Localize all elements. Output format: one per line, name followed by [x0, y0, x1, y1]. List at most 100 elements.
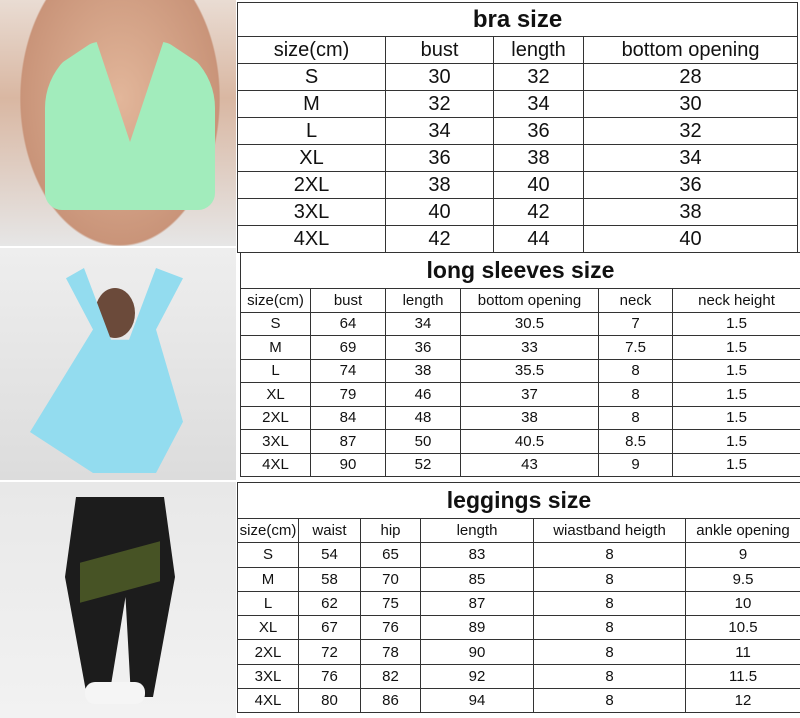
header-cell: size(cm)	[237, 36, 386, 64]
value-cell: 87	[420, 590, 534, 617]
table-row: 3XL 87 50 40.5 8.5 1.5	[240, 429, 800, 454]
table-row: 4XL 90 52 43 9 1.5	[240, 452, 800, 477]
value-cell: 54	[298, 542, 361, 568]
value-cell: 89	[420, 615, 534, 641]
value-cell: 10	[684, 590, 800, 617]
size-cell: 3XL	[237, 663, 299, 690]
value-cell: 69	[310, 335, 386, 360]
value-cell: 48	[385, 405, 461, 430]
value-cell: 8	[598, 382, 673, 407]
table-row: 3XL 76 82 92 8 11.5	[237, 663, 800, 690]
value-cell: 58	[298, 566, 361, 592]
table-row: L 62 75 87 8 10	[237, 590, 800, 617]
size-cell: S	[237, 63, 386, 91]
value-cell: 36	[385, 335, 461, 360]
value-cell: 92	[420, 663, 534, 690]
value-cell: 46	[385, 382, 461, 407]
value-cell: 34	[385, 117, 494, 145]
size-cell: 2XL	[240, 405, 311, 430]
bra-size-table: bra size size(cm) bust length bottom ope…	[236, 2, 799, 253]
value-cell: 42	[385, 225, 494, 253]
value-cell: 85	[420, 566, 534, 592]
size-cell: XL	[240, 382, 311, 407]
value-cell: 32	[385, 90, 494, 118]
value-cell: 78	[360, 639, 421, 665]
size-cell: S	[237, 542, 299, 568]
size-cell: S	[240, 311, 311, 336]
table-row: 3XL 40 42 38	[237, 198, 799, 226]
size-cell: XL	[237, 144, 386, 172]
value-cell: 62	[298, 590, 361, 617]
value-cell: 76	[360, 615, 421, 641]
value-cell: 32	[582, 117, 799, 145]
table-row: M 69 36 33 7.5 1.5	[240, 335, 800, 360]
leggings-size-table: leggings size size(cm) waist hip length …	[236, 482, 800, 714]
value-cell: 9	[598, 452, 673, 477]
value-cell: 9.5	[684, 566, 800, 592]
table-header-row: size(cm) bust length bottom opening	[237, 36, 799, 64]
value-cell: 42	[493, 198, 584, 226]
value-cell: 34	[385, 311, 461, 336]
size-cell: 4XL	[237, 688, 299, 714]
size-cell: M	[240, 335, 311, 360]
header-cell: waist	[298, 517, 361, 544]
value-cell: 8	[533, 542, 686, 568]
value-cell: 1.5	[671, 311, 800, 336]
table-row: XL 67 76 89 8 10.5	[237, 615, 800, 641]
value-cell: 1.5	[671, 405, 800, 430]
header-cell: bust	[385, 36, 494, 64]
size-cell: 2XL	[237, 171, 386, 199]
value-cell: 9	[684, 542, 800, 568]
header-cell: length	[493, 36, 584, 64]
header-cell: size(cm)	[237, 517, 299, 544]
value-cell: 11.5	[684, 663, 800, 690]
size-cell: L	[237, 590, 299, 617]
header-cell: bottom opening	[582, 36, 799, 64]
value-cell: 72	[298, 639, 361, 665]
value-cell: 32	[493, 63, 584, 91]
value-cell: 38	[385, 171, 494, 199]
table-row: M 58 70 85 8 9.5	[237, 566, 800, 592]
size-cell: 3XL	[237, 198, 386, 226]
value-cell: 35.5	[460, 358, 599, 383]
value-cell: 36	[493, 117, 584, 145]
value-cell: 75	[360, 590, 421, 617]
value-cell: 90	[310, 452, 386, 477]
value-cell: 38	[493, 144, 584, 172]
size-cell: 2XL	[237, 639, 299, 665]
table-row: M 32 34 30	[237, 90, 799, 118]
value-cell: 90	[420, 639, 534, 665]
header-cell: wiastband heigth	[533, 517, 686, 544]
table-header-row: size(cm) waist hip length wiastband heig…	[237, 517, 800, 544]
value-cell: 38	[582, 198, 799, 226]
header-cell: length	[385, 288, 461, 313]
table-row: S 30 32 28	[237, 63, 799, 91]
value-cell: 33	[460, 335, 599, 360]
value-cell: 28	[582, 63, 799, 91]
value-cell: 82	[360, 663, 421, 690]
table-row: 2XL 72 78 90 8 11	[237, 639, 800, 665]
value-cell: 8	[533, 688, 686, 714]
table-row: S 64 34 30.5 7 1.5	[240, 311, 800, 336]
value-cell: 40	[493, 171, 584, 199]
header-cell: size(cm)	[240, 288, 311, 313]
value-cell: 40.5	[460, 429, 599, 454]
size-cell: L	[240, 358, 311, 383]
size-cell: M	[237, 90, 386, 118]
value-cell: 8.5	[598, 429, 673, 454]
value-cell: 44	[493, 225, 584, 253]
long-sleeves-product-photo	[0, 248, 236, 480]
value-cell: 52	[385, 452, 461, 477]
value-cell: 74	[310, 358, 386, 383]
header-cell: hip	[360, 517, 421, 544]
value-cell: 67	[298, 615, 361, 641]
table-row: 4XL 80 86 94 8 12	[237, 688, 800, 714]
value-cell: 8	[598, 358, 673, 383]
table-header-row: size(cm) bust length bottom opening neck…	[240, 288, 800, 313]
value-cell: 30.5	[460, 311, 599, 336]
bra-product-photo	[0, 0, 236, 246]
table-row: 2XL 38 40 36	[237, 171, 799, 199]
value-cell: 7	[598, 311, 673, 336]
long-sleeves-size-title: long sleeves size	[239, 252, 800, 289]
value-cell: 36	[582, 171, 799, 199]
